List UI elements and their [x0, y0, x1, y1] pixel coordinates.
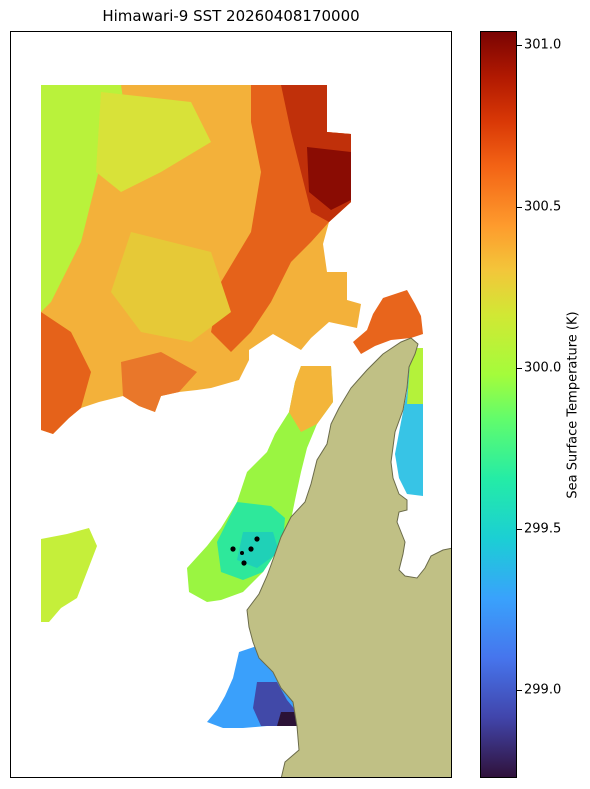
colorbar-tick-label: 300.0	[524, 360, 562, 376]
land-peninsula	[246, 337, 451, 777]
colorbar	[480, 31, 517, 778]
colorbar-tick-label: 301.0	[524, 37, 562, 53]
colorbar-tick	[517, 368, 522, 369]
map-title: Himawari-9 SST 20260408170000	[102, 7, 360, 25]
map-canvas	[41, 85, 451, 777]
marker-point[interactable]	[248, 546, 254, 552]
marker-point[interactable]	[240, 551, 244, 555]
marker-point[interactable]	[241, 560, 247, 566]
sst-region-central-strip	[187, 366, 333, 602]
sst-region-west-patch	[41, 528, 97, 622]
marker-point[interactable]	[230, 546, 236, 552]
colorbar-tick-label: 299.0	[524, 682, 562, 698]
sst-region-east-patch	[353, 290, 423, 354]
colorbar-tick-label: 299.5	[524, 521, 562, 537]
colorbar-label: Sea Surface Temperature (K)	[565, 311, 581, 499]
sst-region-northwest	[41, 85, 361, 434]
marker-point[interactable]	[254, 536, 260, 542]
colorbar-tick	[517, 690, 522, 691]
observation-markers	[230, 536, 260, 566]
colorbar-tick	[517, 45, 522, 46]
sst-region-south-cool	[207, 646, 297, 728]
map-panel[interactable]	[10, 31, 452, 778]
colorbar-tick-label: 300.5	[524, 199, 562, 215]
colorbar-tick	[517, 207, 522, 208]
colorbar-tick	[517, 529, 522, 530]
